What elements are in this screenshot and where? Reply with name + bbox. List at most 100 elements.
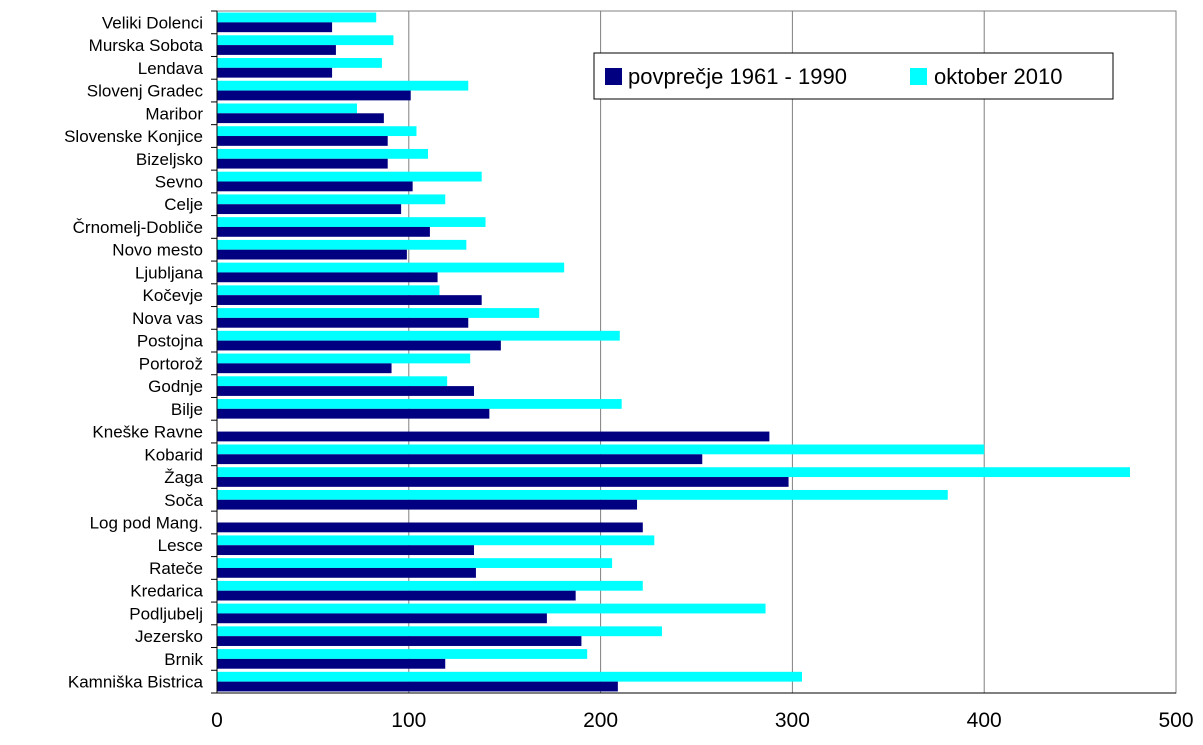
bar-series-1-8 (217, 194, 446, 205)
bar-series-0-27 (217, 636, 582, 646)
bar-series-0-29 (217, 681, 618, 692)
legend-swatch-series-1 (910, 68, 927, 85)
category-label: Slovenj Gradec (87, 82, 204, 101)
bar-series-0-3 (217, 90, 411, 101)
category-label: Bilje (171, 400, 203, 419)
bar-series-1-1 (217, 35, 394, 46)
category-label: Nova vas (132, 309, 203, 328)
bar-series-1-6 (217, 148, 428, 159)
bar-series-1-21 (217, 489, 948, 500)
bar-series-1-3 (217, 80, 469, 91)
legend-label-series-1: oktober 2010 (934, 64, 1062, 89)
category-label: Novo mesto (112, 241, 203, 260)
y-axis-tick-marks (211, 10, 217, 694)
x-tick-label: 200 (583, 709, 618, 732)
bar-series-0-14 (217, 340, 501, 351)
bar-series-1-23 (217, 535, 655, 546)
bar-series-0-28 (217, 658, 446, 669)
bar-series-0-9 (217, 226, 430, 237)
category-label: Kneške Ravne (92, 423, 203, 442)
category-label: Rateče (149, 559, 203, 578)
bar-series-0-7 (217, 181, 413, 192)
plot-area (216, 10, 1177, 694)
bar-series-1-14 (217, 330, 620, 341)
bar-series-0-11 (217, 272, 438, 283)
category-label: Ljubljana (135, 263, 204, 282)
bar-series-0-1 (217, 45, 336, 55)
bar-series-0-20 (217, 477, 789, 487)
bar-series-1-16 (217, 376, 448, 387)
category-label: Brnik (164, 650, 203, 669)
category-label: Portorož (139, 354, 203, 373)
bars (217, 12, 1130, 692)
category-label: Kočevje (143, 286, 203, 305)
x-tick-label: 0 (211, 709, 223, 732)
bar-series-1-28 (217, 649, 588, 659)
category-label: Podljubelj (129, 604, 203, 623)
gridlines (408, 11, 985, 693)
x-tick-label: 100 (391, 709, 426, 732)
bar-series-0-15 (217, 363, 392, 374)
category-label: Črnomelj-Dobliče (73, 218, 203, 237)
bar-series-1-12 (217, 285, 440, 296)
x-tick-label: 500 (1158, 709, 1193, 732)
bar-series-0-4 (217, 113, 384, 124)
bar-series-1-19 (217, 444, 985, 455)
category-label: Kredarica (130, 582, 203, 601)
legend: povprečje 1961 - 1990 oktober 2010 (593, 52, 1114, 100)
bar-series-0-13 (217, 317, 469, 328)
bar-series-1-0 (217, 12, 377, 23)
legend-label-series-0: povprečje 1961 - 1990 (628, 64, 847, 89)
category-label: Sevno (155, 173, 203, 192)
category-label: Murska Sobota (89, 36, 204, 55)
category-label: Maribor (145, 104, 203, 123)
bar-series-0-22 (217, 522, 643, 533)
category-label: Kobarid (144, 445, 203, 464)
x-tick-labels: 0 100 200 300 400 500 (211, 709, 1193, 732)
bar-series-1-17 (217, 399, 622, 409)
category-label: Slovenske Konjice (64, 127, 203, 146)
category-label: Log pod Mang. (90, 514, 203, 533)
category-label: Bizeljsko (136, 150, 203, 169)
bar-series-1-9 (217, 217, 486, 227)
bar-series-0-0 (217, 22, 333, 33)
category-label: Lendava (138, 59, 204, 78)
category-label: Jezersko (135, 627, 203, 646)
category-label: Kamniška Bistrica (68, 673, 204, 692)
bar-series-0-6 (217, 158, 388, 169)
bar-series-1-15 (217, 353, 471, 364)
bar-series-1-7 (217, 171, 482, 182)
legend-box (593, 52, 1114, 100)
bar-series-1-4 (217, 103, 358, 114)
bar-series-1-25 (217, 580, 643, 591)
bar-series-1-2 (217, 58, 382, 68)
bar-series-0-18 (217, 431, 770, 442)
bar-series-0-16 (217, 386, 475, 396)
bar-series-0-24 (217, 567, 476, 578)
bar-series-0-10 (217, 249, 407, 260)
bar-series-0-12 (217, 295, 482, 305)
category-label: Lesce (158, 536, 203, 555)
bar-series-0-25 (217, 590, 576, 601)
category-label: Postojna (137, 332, 204, 351)
bar-series-1-13 (217, 308, 540, 318)
bar-series-1-24 (217, 558, 613, 568)
bar-series-1-5 (217, 126, 417, 137)
category-label: Godnje (148, 377, 203, 396)
bar-series-0-2 (217, 67, 333, 78)
bar-series-1-29 (217, 671, 802, 682)
bar-series-0-26 (217, 613, 547, 624)
bar-series-1-20 (217, 467, 1130, 478)
category-label: Soča (164, 491, 203, 510)
x-tick-label: 400 (967, 709, 1002, 732)
bar-series-1-27 (217, 626, 662, 637)
bar-series-1-10 (217, 239, 467, 250)
category-labels: Veliki Dolenci Murska Sobota Lendava Sloven… (64, 13, 203, 691)
category-label: Veliki Dolenci (102, 13, 203, 32)
bar-series-1-11 (217, 262, 565, 273)
bar-series-0-17 (217, 408, 490, 419)
bar-series-1-26 (217, 603, 766, 614)
bar-series-0-19 (217, 454, 703, 465)
bar-series-0-5 (217, 136, 388, 146)
